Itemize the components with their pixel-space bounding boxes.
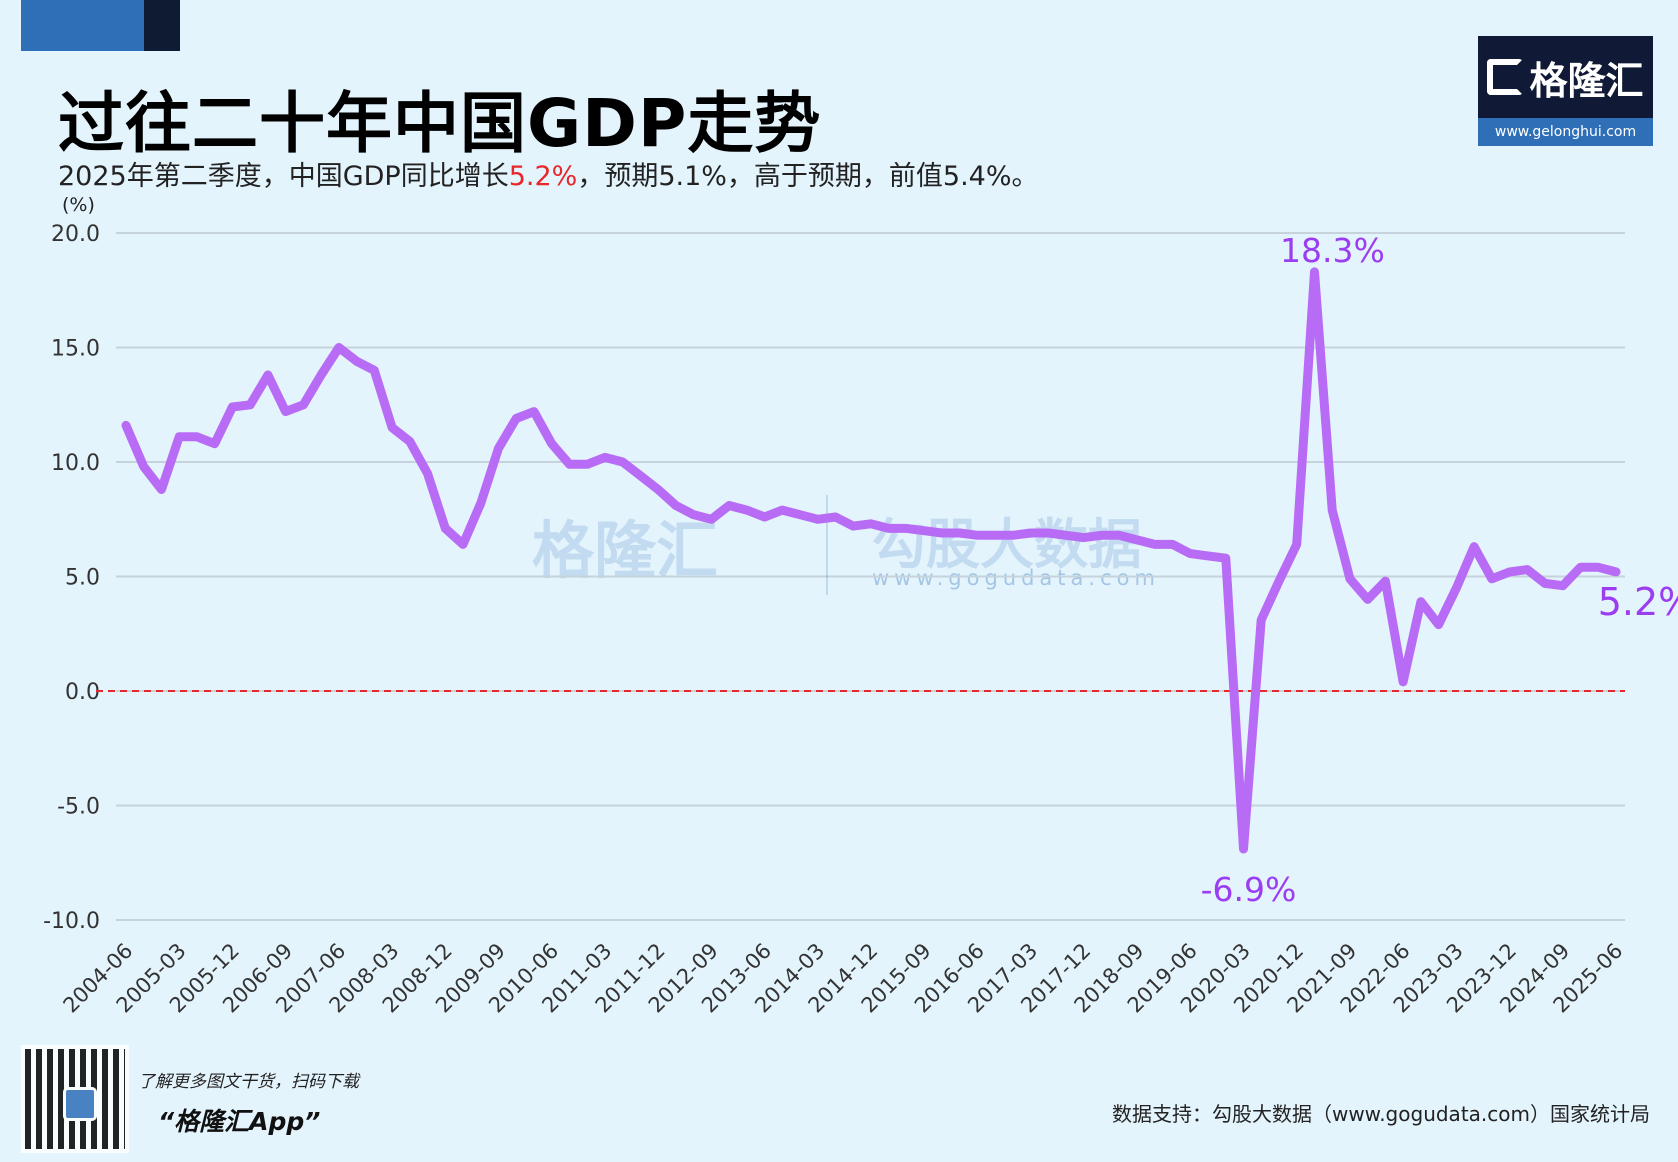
qr-code [21, 1045, 129, 1153]
app-logo-icon [63, 1087, 97, 1121]
decor-bar-dark [144, 0, 180, 51]
footer-app-name: “格隆汇App” [158, 1107, 321, 1136]
watermark-right: 勾股大数据 [872, 513, 1142, 576]
y-tick-label: 15.0 [51, 337, 100, 362]
chart-title: 过往二十年中国GDP走势 [58, 85, 822, 162]
y-tick-label: 10.0 [51, 451, 100, 476]
chart-subtitle: 2025年第二季度，中国GDP同比增长5.2%，预期5.1%，高于预期，前值5.… [58, 154, 1039, 193]
subtitle-post: ，预期5.1%，高于预期，前值5.4%。 [577, 161, 1039, 192]
y-tick-label: -10.0 [43, 909, 100, 934]
subtitle-pre: 2025年第二季度，中国GDP同比增长 [58, 161, 509, 192]
watermark-url: www.gogudata.com [872, 566, 1160, 590]
decor-bar-blue [21, 0, 144, 51]
data-label: 18.3% [1280, 231, 1385, 270]
g-logo-icon [1487, 59, 1524, 95]
gdp-growth-line [121, 267, 1621, 854]
brand-logo: 格隆汇 www.gelonghui.com [1478, 36, 1653, 146]
y-tick-label: -5.0 [57, 795, 100, 820]
line-chart: 20.015.010.05.00.0-5.0-10.02004-062005-0… [43, 222, 1678, 1018]
data-label: -6.9% [1201, 870, 1297, 909]
subtitle-highlight: 5.2% [508, 161, 578, 192]
y-tick-label: 0.0 [65, 680, 100, 705]
y-tick-label: 5.0 [65, 566, 100, 591]
logo-name: 格隆汇 [1529, 58, 1644, 103]
data-source: 数据支持：勾股大数据（www.gogudata.com）国家统计局 [1111, 1102, 1650, 1126]
y-tick-label: 20.0 [51, 222, 100, 247]
data-label: 5.2% [1598, 580, 1678, 624]
footer-cta: 了解更多图文干货，扫码下载 [138, 1072, 359, 1092]
watermark-left: 格隆汇 [532, 514, 719, 587]
logo-url: www.gelonghui.com [1478, 118, 1653, 146]
y-axis-unit: (%) [62, 194, 95, 216]
